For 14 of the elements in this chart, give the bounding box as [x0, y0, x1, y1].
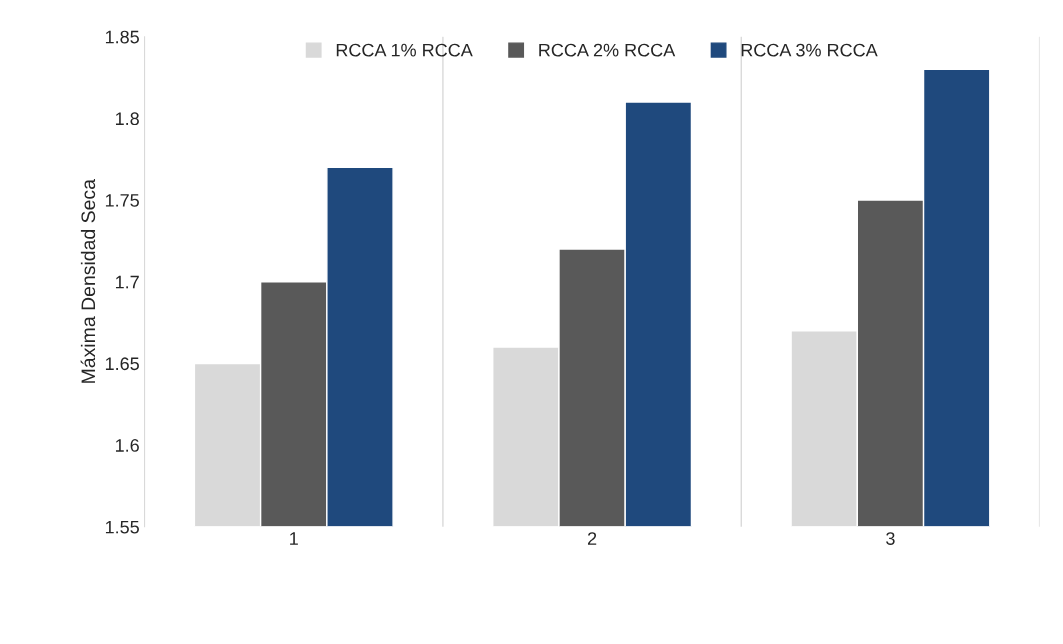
y-tick-label: 1.55 — [105, 520, 139, 534]
y-tick-label: 1.8 — [115, 112, 139, 126]
x-tick-label: 2 — [587, 532, 597, 545]
legend-label: RCCA 1% RCCA — [336, 43, 473, 57]
x-tick-label: 3 — [886, 532, 895, 545]
y-tick-label: 1.6 — [115, 439, 139, 452]
legend-label: RCCA 3% RCCA — [741, 43, 878, 57]
y-tick-label: 1.7 — [115, 275, 139, 289]
x-tick-label: 1 — [290, 532, 298, 545]
legend-label: RCCA 2% RCCA — [539, 43, 676, 57]
y-axis-title: Máxima Densidad Seca — [80, 179, 96, 383]
y-tick-label: 1.65 — [105, 357, 139, 371]
y-tick-label: 1.75 — [105, 194, 139, 207]
y-tick-label: 1.85 — [105, 30, 139, 44]
